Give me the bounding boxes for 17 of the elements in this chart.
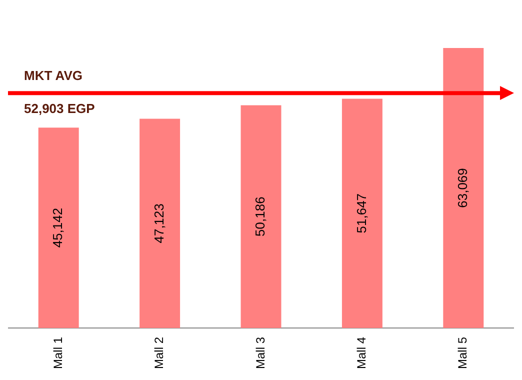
annotation: 52,903 EGP — [24, 101, 96, 116]
bar — [140, 118, 180, 328]
x-tick-label: Mall 1 — [50, 336, 65, 370]
data-label: 47,123 — [151, 204, 166, 244]
bar — [240, 105, 282, 328]
data-label: 63,069 — [454, 168, 470, 208]
data-label: 51,647 — [354, 193, 369, 234]
bar — [342, 98, 382, 328]
data-label: 45,142 — [50, 208, 66, 248]
bar — [443, 48, 484, 328]
x-tick-label: Mall 2 — [152, 336, 166, 370]
data-label: 50,186 — [252, 196, 268, 236]
bar — [38, 128, 79, 328]
x-tick-label: Mall 5 — [456, 336, 470, 370]
x-tick-label: Mall 3 — [253, 336, 268, 370]
ref-line-label: MKT AVG — [24, 68, 82, 84]
x-tick-label: Mall 4 — [354, 336, 369, 370]
